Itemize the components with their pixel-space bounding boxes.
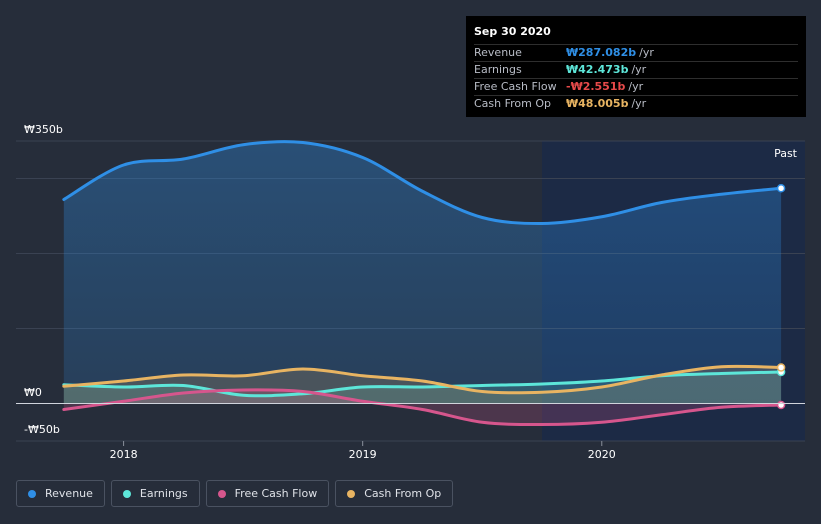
tooltip: Sep 30 2020 Revenue ₩287.082b /yr Earnin… xyxy=(466,16,806,117)
legend-label: Cash From Op xyxy=(364,487,442,500)
x-tick-label: 2018 xyxy=(110,448,138,461)
series-line xyxy=(62,388,783,427)
data-point xyxy=(776,184,786,193)
series-line xyxy=(62,140,783,226)
tooltip-label: Free Cash Flow xyxy=(474,80,557,93)
tooltip-value: ₩287.082b xyxy=(566,46,637,59)
tooltip-label: Earnings xyxy=(474,63,522,76)
data-point xyxy=(776,400,786,410)
tooltip-label: Revenue xyxy=(474,46,522,59)
tooltip-row-earnings: Earnings ₩42.473b /yr xyxy=(474,61,798,78)
legend-label: Earnings xyxy=(139,487,188,500)
y-tick-label: -₩50b xyxy=(24,423,60,436)
legend-dot-icon xyxy=(217,489,226,498)
legend-item-earnings[interactable]: Earnings xyxy=(110,480,200,507)
x-tick-label: 2019 xyxy=(349,448,377,461)
legend-item-revenue[interactable]: Revenue xyxy=(16,480,105,507)
tooltip-row-cash-from-op: Cash From Op ₩48.005b /yr xyxy=(474,95,798,112)
tooltip-value: ₩48.005b xyxy=(566,97,629,110)
series-line xyxy=(62,364,783,395)
tooltip-unit: /yr xyxy=(628,80,644,93)
tooltip-row-revenue: Revenue ₩287.082b /yr xyxy=(474,44,798,61)
tooltip-value: -₩2.551b xyxy=(566,80,626,93)
y-tick-label: ₩0 xyxy=(24,386,42,399)
tooltip-row-free-cash-flow: Free Cash Flow -₩2.551b /yr xyxy=(474,78,798,95)
tooltip-date: Sep 30 2020 xyxy=(474,25,551,38)
y-tick-label: ₩350b xyxy=(24,123,63,136)
past-label: Past xyxy=(774,147,798,160)
tooltip-unit: /yr xyxy=(639,46,654,59)
legend: Revenue Earnings Free Cash Flow Cash Fro… xyxy=(16,480,454,507)
x-tick-label: 2020 xyxy=(588,448,616,461)
legend-dot-icon xyxy=(28,489,36,498)
legend-item-cash-from-op[interactable]: Cash From Op xyxy=(335,480,454,507)
series-area xyxy=(63,141,782,404)
tooltip-label: Cash From Op xyxy=(474,97,552,110)
legend-dot-icon xyxy=(122,489,131,498)
legend-item-free-cash-flow[interactable]: Free Cash Flow xyxy=(205,480,330,507)
data-point xyxy=(776,363,786,372)
legend-label: Free Cash Flow xyxy=(234,487,318,500)
tooltip-unit: /yr xyxy=(631,63,647,76)
tooltip-value: ₩42.473b xyxy=(566,63,629,76)
legend-label: Revenue xyxy=(45,487,93,500)
tooltip-unit: /yr xyxy=(631,97,647,110)
series-area xyxy=(63,389,782,425)
legend-dot-icon xyxy=(347,489,356,498)
